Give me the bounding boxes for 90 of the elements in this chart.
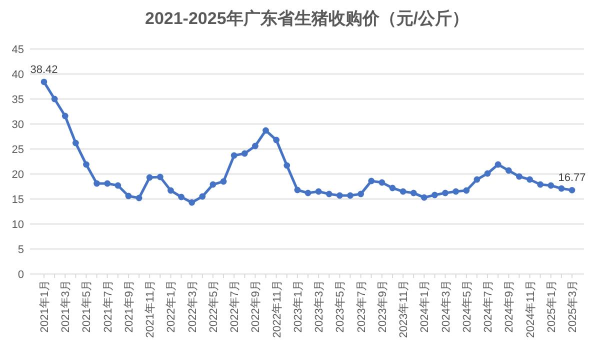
point xyxy=(494,161,502,168)
x-tick-label: 2021年1月 xyxy=(39,280,51,333)
x-tick-label: 2021年5月 xyxy=(81,280,94,333)
point xyxy=(548,182,554,189)
point xyxy=(210,181,216,188)
point xyxy=(474,176,480,183)
x-tick-label: 2024年3月 xyxy=(440,280,452,333)
point xyxy=(558,185,565,192)
point xyxy=(252,142,258,150)
point xyxy=(378,179,386,186)
y-tick-label: 10 xyxy=(12,218,24,231)
point xyxy=(326,190,332,198)
point xyxy=(389,184,396,192)
x-tick-label: 2022年1月 xyxy=(166,280,178,333)
x-tick-label: 2021年3月 xyxy=(60,280,72,333)
x-tick-label: 2022年11月 xyxy=(271,280,284,338)
point xyxy=(410,190,417,196)
x-tick-label: 2024年1月 xyxy=(419,280,432,333)
point xyxy=(83,161,90,168)
y-tick-label: 15 xyxy=(12,194,24,206)
y-tick-label: 45 xyxy=(12,44,24,56)
x-tick-label: 2022年7月 xyxy=(229,280,242,333)
y-tick-label: 40 xyxy=(12,68,24,81)
point xyxy=(368,178,375,184)
point xyxy=(156,174,164,180)
point xyxy=(347,192,354,199)
point xyxy=(526,176,533,183)
point xyxy=(537,181,544,188)
x-tick-label: 2022年9月 xyxy=(250,280,262,333)
y-tick-label: 5 xyxy=(18,244,24,256)
data-label: 38.42 xyxy=(30,64,58,76)
x-tick-label: 2025年3月 xyxy=(567,280,579,333)
point xyxy=(463,187,470,194)
point xyxy=(230,152,238,159)
point xyxy=(505,167,512,174)
point xyxy=(62,112,68,120)
x-tick-label: 2023年7月 xyxy=(356,280,368,333)
x-tick-label: 2022年3月 xyxy=(186,280,199,333)
point xyxy=(284,162,290,169)
x-tick-label: 2025年1月 xyxy=(546,280,558,333)
chart-title: 2021-2025年广东省生猪收购价（元/公斤） xyxy=(144,9,470,28)
point xyxy=(114,182,122,189)
point xyxy=(188,199,196,206)
x-tick-label: 2021年11月 xyxy=(144,280,157,338)
point xyxy=(136,194,142,202)
point xyxy=(220,178,227,185)
data-label: 16.77 xyxy=(558,172,586,184)
point xyxy=(104,180,111,187)
point xyxy=(146,174,153,181)
x-tick-label: 2023年3月 xyxy=(314,280,326,333)
point xyxy=(420,194,428,201)
y-tick-label: 0 xyxy=(18,268,24,281)
y-tick-label: 20 xyxy=(12,168,24,181)
point xyxy=(294,186,301,194)
point xyxy=(568,186,576,194)
point xyxy=(178,194,184,200)
x-tick-label: 2024年11月 xyxy=(524,280,537,338)
point xyxy=(72,140,79,146)
point xyxy=(484,170,491,177)
point xyxy=(51,96,58,102)
point xyxy=(358,190,364,198)
point xyxy=(432,192,438,198)
point xyxy=(125,192,132,200)
point xyxy=(336,192,343,199)
x-tick-label: 2023年1月 xyxy=(292,280,304,333)
y-tick-label: 30 xyxy=(12,118,24,131)
point xyxy=(452,188,460,195)
point xyxy=(40,78,48,86)
x-tick-label: 2024年5月 xyxy=(461,280,474,333)
point xyxy=(315,188,322,195)
point xyxy=(94,180,100,187)
x-tick-label: 2022年5月 xyxy=(208,280,220,333)
x-tick-label: 2023年11月 xyxy=(398,280,410,338)
x-tick-label: 2023年9月 xyxy=(376,280,389,333)
point xyxy=(442,190,448,196)
point xyxy=(199,193,206,200)
point xyxy=(168,187,174,194)
y-tick-label: 35 xyxy=(12,94,24,106)
point xyxy=(241,150,248,157)
point xyxy=(262,127,269,134)
point xyxy=(304,190,312,196)
x-tick-label: 2021年7月 xyxy=(102,280,114,333)
point xyxy=(400,188,406,195)
point xyxy=(273,136,280,144)
x-tick-label: 2024年7月 xyxy=(482,280,495,333)
point xyxy=(516,173,522,180)
x-tick-label: 2021年9月 xyxy=(123,280,136,333)
x-tick-label: 2024年9月 xyxy=(504,280,516,333)
y-tick-label: 25 xyxy=(12,144,24,156)
x-tick-label: 2023年5月 xyxy=(334,280,347,333)
